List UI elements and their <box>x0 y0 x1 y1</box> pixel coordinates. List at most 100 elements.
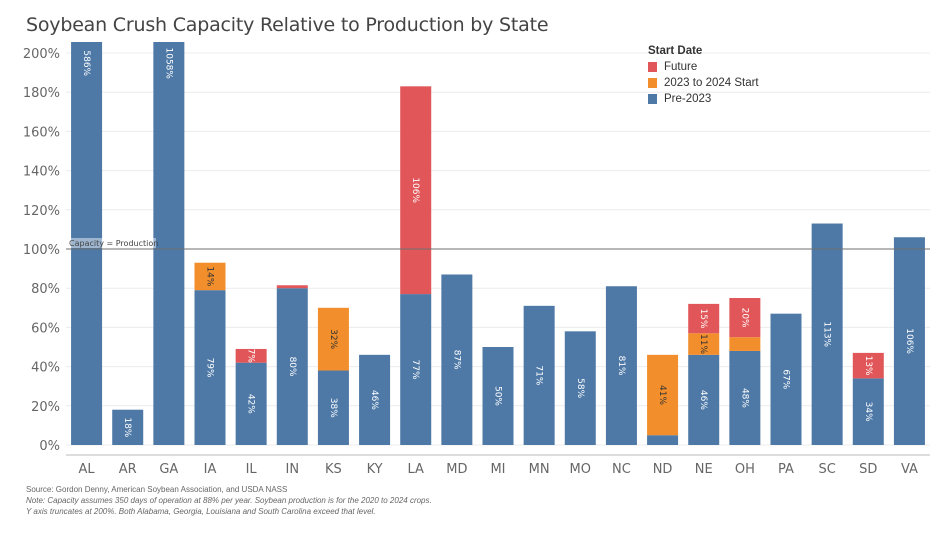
y-tick-label: 180% <box>23 86 60 101</box>
legend-label-pre: Pre-2023 <box>664 93 712 105</box>
bar-SD-future <box>852 352 884 379</box>
x-tick-label: AL <box>79 462 96 477</box>
bar-NC-pre <box>605 286 637 445</box>
data-label-IN-pre: 80% <box>287 357 297 377</box>
bar-KS-pre <box>317 370 349 445</box>
legend-item-mid[interactable]: 2023 to 2024 Start <box>648 75 759 91</box>
x-tick-label: MD <box>446 462 467 477</box>
bar-NE-pre <box>688 354 720 445</box>
bar-LA-pre <box>400 294 432 445</box>
x-tick-label: MO <box>570 462 591 477</box>
data-label-NE-pre: 46% <box>698 390 708 410</box>
legend-swatch-future <box>648 62 657 72</box>
data-label-LA-future: 106% <box>410 177 420 203</box>
bar-NE-mid <box>688 333 720 355</box>
x-tick-label: IL <box>246 462 258 477</box>
x-tick-label: KY <box>367 462 383 477</box>
x-tick-label: ND <box>653 462 673 477</box>
bar-NE-future <box>688 303 720 334</box>
bar-IN-future <box>276 285 308 289</box>
y-tick-label: 140% <box>23 165 60 180</box>
bar-MO-pre <box>564 331 596 445</box>
data-label-KS-pre: 38% <box>328 398 338 418</box>
data-label-NE-future: 15% <box>698 309 708 329</box>
data-label-MN-pre: 71% <box>534 365 544 385</box>
bar-VA-pre <box>893 237 925 445</box>
x-tick-label: PA <box>778 462 794 477</box>
data-label-OH-pre: 48% <box>739 388 749 408</box>
legend-item-future[interactable]: Future <box>648 59 759 75</box>
bar-OH-future <box>729 298 761 338</box>
x-tick-label: SC <box>818 462 835 477</box>
data-label-IA-pre: 79% <box>205 358 215 378</box>
legend-label-future: Future <box>664 61 698 73</box>
x-tick-label: NE <box>695 462 713 477</box>
y-tick-label: 200% <box>23 47 60 62</box>
x-tick-label: KS <box>325 462 342 477</box>
chart-title: Soybean Crush Capacity Relative to Produ… <box>26 14 549 36</box>
x-tick-label: NC <box>612 462 631 477</box>
data-label-AR-pre: 18% <box>122 417 132 437</box>
y-tick-label: 120% <box>23 204 60 219</box>
data-label-IL-future: 7% <box>246 349 256 364</box>
bars-group: 586% 18% 1058% 79% 14% 42% 7% 80% 38% 32% 46% 77% 10… <box>71 42 925 446</box>
x-tick-label: OH <box>735 462 755 477</box>
data-label-PA-pre: 67% <box>781 369 791 389</box>
bar-MN-pre <box>523 305 555 445</box>
y-tick-label: 100% <box>23 243 60 258</box>
data-label-SD-future: 13% <box>863 356 873 376</box>
data-label-KY-pre: 46% <box>369 390 379 410</box>
data-label-GA-pre: 1058% <box>163 48 173 80</box>
legend-item-pre[interactable]: Pre-2023 <box>648 91 759 107</box>
data-label-KS-mid: 32% <box>328 329 338 349</box>
legend-swatch-mid <box>648 78 657 88</box>
bar-LA-future <box>400 86 432 295</box>
legend-title: Start Date <box>648 45 703 57</box>
bar-ND-pre <box>647 435 679 445</box>
x-tick-label: VA <box>901 462 918 477</box>
reference-line-label-bg <box>68 238 156 248</box>
bar-MD-pre <box>441 274 473 445</box>
data-label-MI-pre: 50% <box>493 386 503 406</box>
chart-notes: Source: Gordon Denny, American Soybean A… <box>26 484 432 517</box>
bar-OH-mid <box>729 337 761 351</box>
legend-label-mid: 2023 to 2024 Start <box>664 77 759 89</box>
bar-IL-pre <box>235 362 267 445</box>
capacity-note: Note: Capacity assumes 350 days of opera… <box>26 496 432 505</box>
y-tick-label: 80% <box>31 282 60 297</box>
data-label-LA-pre: 77% <box>410 360 420 380</box>
bar-PA-pre <box>770 313 802 445</box>
reference-line-label: Capacity = Production <box>69 239 158 248</box>
x-tick-label: GA <box>159 462 178 477</box>
data-label-NC-pre: 81% <box>616 356 626 376</box>
bar-AR-pre <box>112 409 144 445</box>
data-label-NE-mid: 11% <box>698 334 708 354</box>
x-tick-label: SD <box>859 462 877 477</box>
bar-IA-pre <box>194 290 226 445</box>
bar-GA-pre <box>153 42 185 446</box>
bar-OH-pre <box>729 350 761 445</box>
bar-IN-pre <box>276 288 308 445</box>
bar-AL-pre <box>71 42 103 446</box>
data-label-SD-pre: 34% <box>863 402 873 422</box>
data-label-IL-pre: 42% <box>246 394 256 414</box>
legend-swatch-pre <box>648 94 657 104</box>
bar-IL-future <box>235 348 267 363</box>
data-label-OH-future: 20% <box>739 308 749 328</box>
x-tick-label: MI <box>490 462 505 477</box>
x-tick-label: MN <box>529 462 550 477</box>
bar-KY-pre <box>359 354 391 445</box>
data-label-IA-mid: 14% <box>205 266 215 286</box>
y-tick-label: 60% <box>31 321 60 336</box>
y-tick-label: 160% <box>23 125 60 140</box>
chart-plot: 0% 20% 40% 60% 80% 100% 120% 140% 160% 180% 200% 58… <box>23 42 930 477</box>
legend: Start Date Future 2023 to 2024 Start Pre… <box>648 45 759 107</box>
data-label-MD-pre: 87% <box>451 350 461 370</box>
bar-KS-mid <box>317 307 349 371</box>
x-tick-label: AR <box>119 462 137 477</box>
data-label-SC-pre: 113% <box>822 321 832 347</box>
source-note: Source: Gordon Denny, American Soybean A… <box>26 485 288 494</box>
x-tick-label: IA <box>204 462 217 477</box>
data-label-ND-mid: 41% <box>657 385 667 405</box>
bar-SD-pre <box>852 378 884 445</box>
